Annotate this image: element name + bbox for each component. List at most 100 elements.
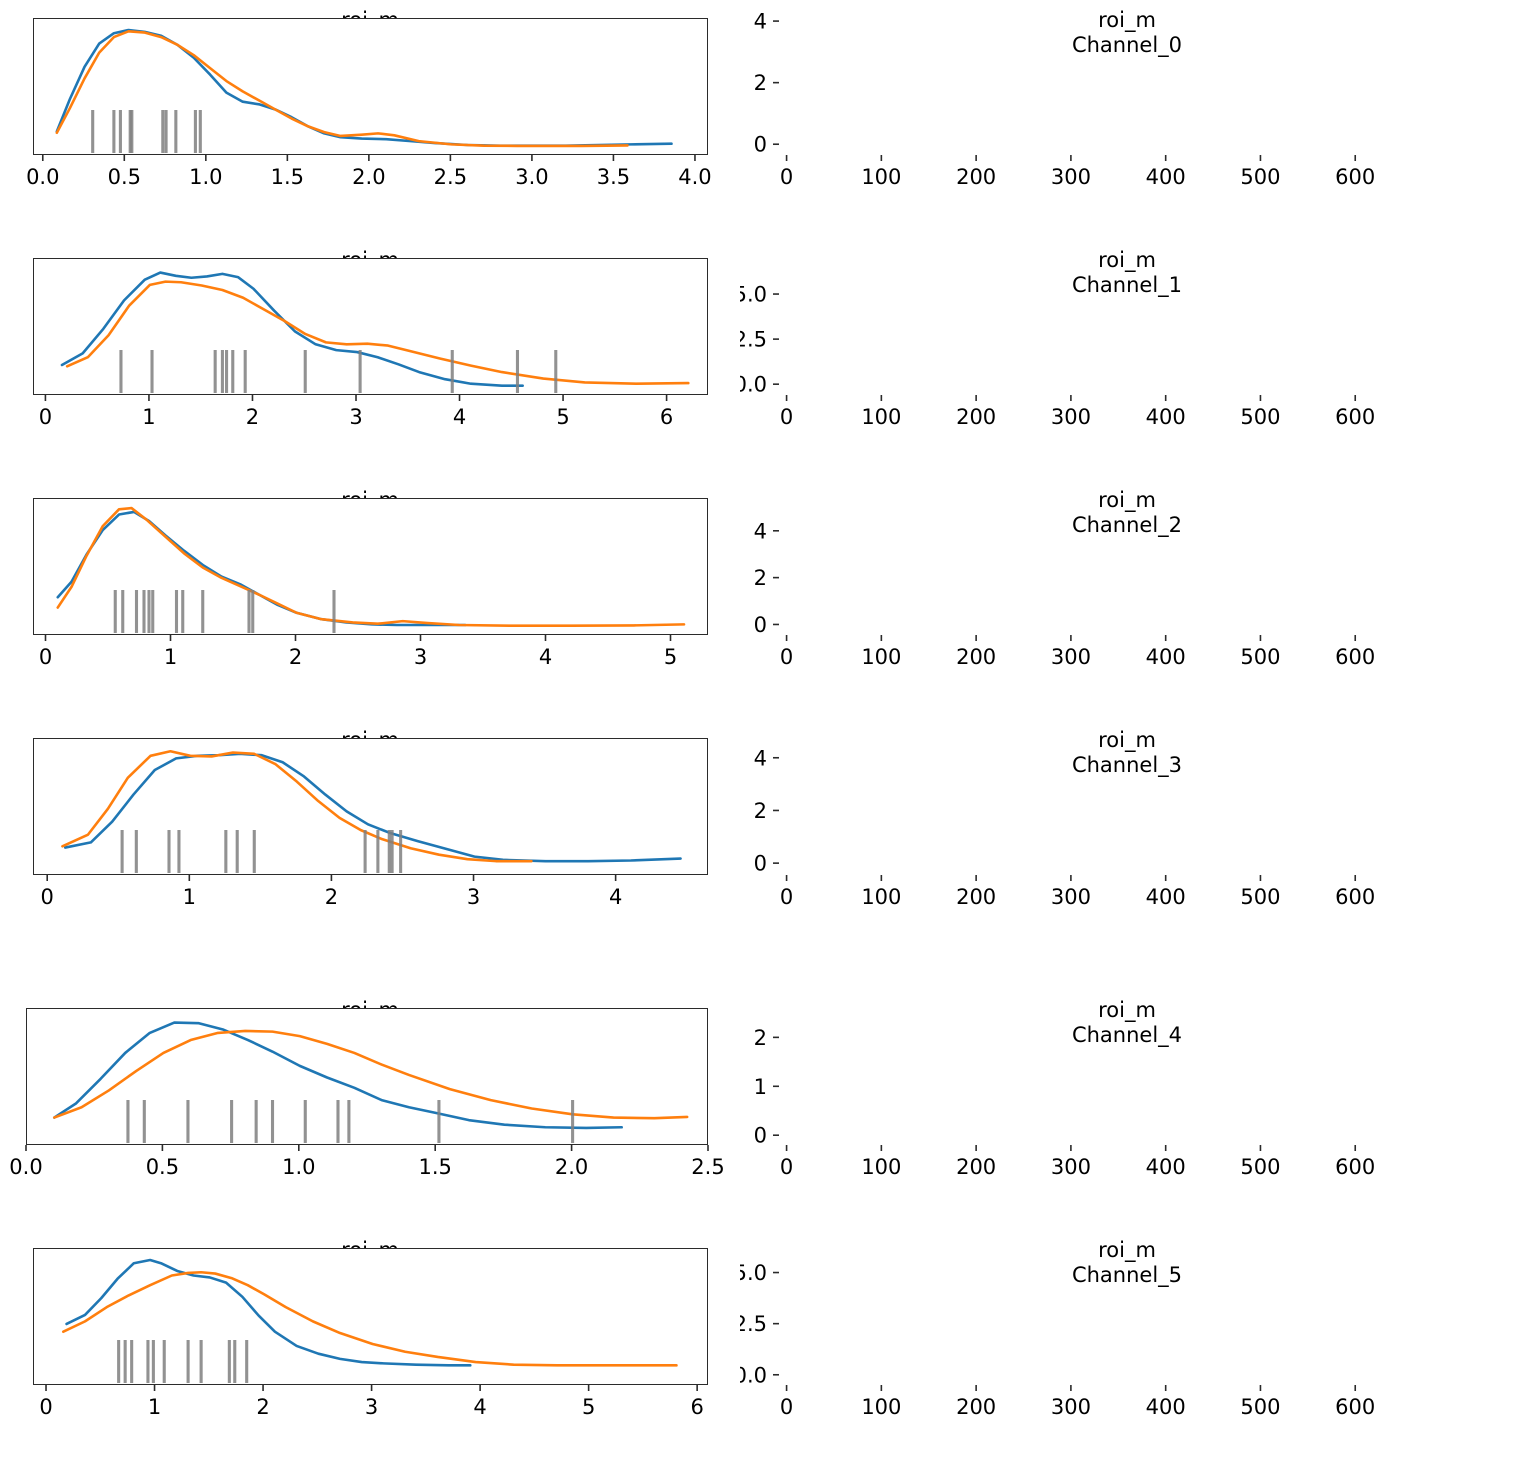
- x-tick-label: 2: [325, 885, 338, 909]
- x-tick-label: 1: [164, 645, 177, 669]
- x-tick-label: 100: [861, 165, 901, 189]
- x-tick-label: 4: [609, 885, 622, 909]
- x-tick-label: 4: [473, 1395, 486, 1419]
- x-tick-label: 1.0: [282, 1155, 315, 1179]
- x-tick-label: 1: [148, 1395, 161, 1419]
- x-tick-label: 5: [556, 405, 569, 429]
- x-tick-label: 0.0: [26, 165, 59, 189]
- x-tick-label: 400: [1146, 885, 1186, 909]
- x-tick-label: 200: [956, 645, 996, 669]
- x-tick-label: 0: [39, 405, 52, 429]
- axes-frame-ch1-kde: [33, 258, 708, 395]
- x-tick-label: 500: [1240, 405, 1280, 429]
- x-tick-label: 0.5: [108, 165, 141, 189]
- x-tick-label: 3: [365, 1395, 378, 1419]
- x-tick-label: 600: [1335, 645, 1375, 669]
- y-tick-label: 2.5: [740, 1312, 767, 1336]
- x-tick-label: 300: [1051, 405, 1091, 429]
- x-tick-label: 2: [246, 405, 259, 429]
- x-tick-label: 500: [1240, 1395, 1280, 1419]
- axes-frame-ch0-kde: [33, 18, 708, 155]
- x-tick-label: 400: [1146, 1155, 1186, 1179]
- x-tick-label: 0: [780, 405, 793, 429]
- x-tick-label: 5: [582, 1395, 595, 1419]
- axes-frame-ch3-kde: [33, 738, 708, 875]
- chart-row-4: roi_m Channel_4 0.00.51.01.52.02.5 roi_m…: [0, 990, 1514, 1230]
- y-tick-label: 2.5: [740, 328, 767, 352]
- kde-curve-series_b: [61, 749, 533, 863]
- x-tick-label: 0: [39, 645, 52, 669]
- x-tick-label: 100: [861, 885, 901, 909]
- x-tick-label: 6: [690, 1395, 703, 1419]
- x-tick-label: 0: [780, 645, 793, 669]
- x-tick-label: 6: [660, 405, 673, 429]
- x-tick-label: 3.0: [515, 165, 548, 189]
- y-tick-label: 2: [754, 799, 767, 823]
- kde-curve-series_b: [65, 280, 690, 386]
- panel-title-ch3-ts: roi_m Channel_3: [1071, 728, 1183, 777]
- x-tick-label: 1: [142, 405, 155, 429]
- y-tick-label: 0: [754, 852, 767, 876]
- x-tick-label: 300: [1051, 885, 1091, 909]
- x-tick-label: 600: [1335, 885, 1375, 909]
- x-tick-label: 2.0: [352, 165, 385, 189]
- x-tick-label: 4: [453, 405, 466, 429]
- kde-curve-series_b: [55, 29, 629, 148]
- x-tick-label: 600: [1335, 1155, 1375, 1179]
- x-tick-label: 400: [1146, 1395, 1186, 1419]
- kde-curve-series_a: [60, 271, 524, 387]
- x-tick-label: 500: [1240, 165, 1280, 189]
- plot-area-ch2-kde: [56, 506, 686, 633]
- x-tick-label: 1.0: [189, 165, 222, 189]
- x-tick-label: 100: [861, 645, 901, 669]
- y-tick-label: 1: [754, 1075, 767, 1099]
- y-tick-label: 0.0: [740, 1363, 767, 1387]
- x-tick-label: 500: [1240, 885, 1280, 909]
- x-tick-label: 5: [664, 645, 677, 669]
- x-tick-label: 2: [256, 1395, 269, 1419]
- x-tick-label: 100: [861, 405, 901, 429]
- x-tick-label: 300: [1051, 165, 1091, 189]
- x-tick-label: 1.5: [271, 165, 304, 189]
- kde-curve-series_a: [65, 1258, 472, 1367]
- x-tick-label: 3.5: [597, 165, 630, 189]
- x-tick-label: 0: [39, 1395, 52, 1419]
- axes-frame-ch2-kde: [33, 498, 708, 635]
- x-tick-label: 2.0: [555, 1155, 588, 1179]
- panel-title-ch2-ts: roi_m Channel_2: [1071, 488, 1183, 537]
- x-tick-label: 200: [956, 1155, 996, 1179]
- x-tick-label: 300: [1051, 645, 1091, 669]
- x-tick-label: 0: [780, 1395, 793, 1419]
- x-tick-label: 0.5: [146, 1155, 179, 1179]
- plot-area-ch4-kde: [52, 1021, 689, 1143]
- x-tick-label: 500: [1240, 1155, 1280, 1179]
- x-tick-label: 0.0: [9, 1155, 42, 1179]
- x-tick-label: 3: [414, 645, 427, 669]
- x-tick-label: 0: [780, 885, 793, 909]
- panel-title-ch0-ts: roi_m Channel_0: [1071, 8, 1183, 57]
- axes-frame-ch4-kde: [26, 1008, 708, 1145]
- x-tick-label: 1: [183, 885, 196, 909]
- kde-curve-series_a: [52, 1021, 623, 1130]
- kde-curve-series_a: [63, 752, 682, 863]
- x-tick-label: 200: [956, 885, 996, 909]
- x-tick-label: 3: [467, 885, 480, 909]
- x-tick-label: 1.5: [418, 1155, 451, 1179]
- chart-row-0: roi_m Channel_0 0.0 0.5 1.0 1.5 2.0 2.5 3.0 3.5…: [0, 0, 1514, 240]
- x-tick-label: 2: [289, 645, 302, 669]
- y-tick-label: 2: [754, 71, 767, 95]
- y-tick-label: 0: [754, 1124, 767, 1148]
- panel-title-ch5-ts: roi_m Channel_5: [1071, 1238, 1183, 1287]
- x-tick-label: 600: [1335, 1395, 1375, 1419]
- x-tick-label: 600: [1335, 165, 1375, 189]
- x-tick-label: 200: [956, 165, 996, 189]
- kde-curve-series_b: [56, 506, 686, 627]
- x-tick-label: 300: [1051, 1155, 1091, 1179]
- panel-title-ch1-ts: roi_m Channel_1: [1071, 248, 1183, 297]
- panel-title-ch4-ts: roi_m Channel_4: [1071, 998, 1183, 1047]
